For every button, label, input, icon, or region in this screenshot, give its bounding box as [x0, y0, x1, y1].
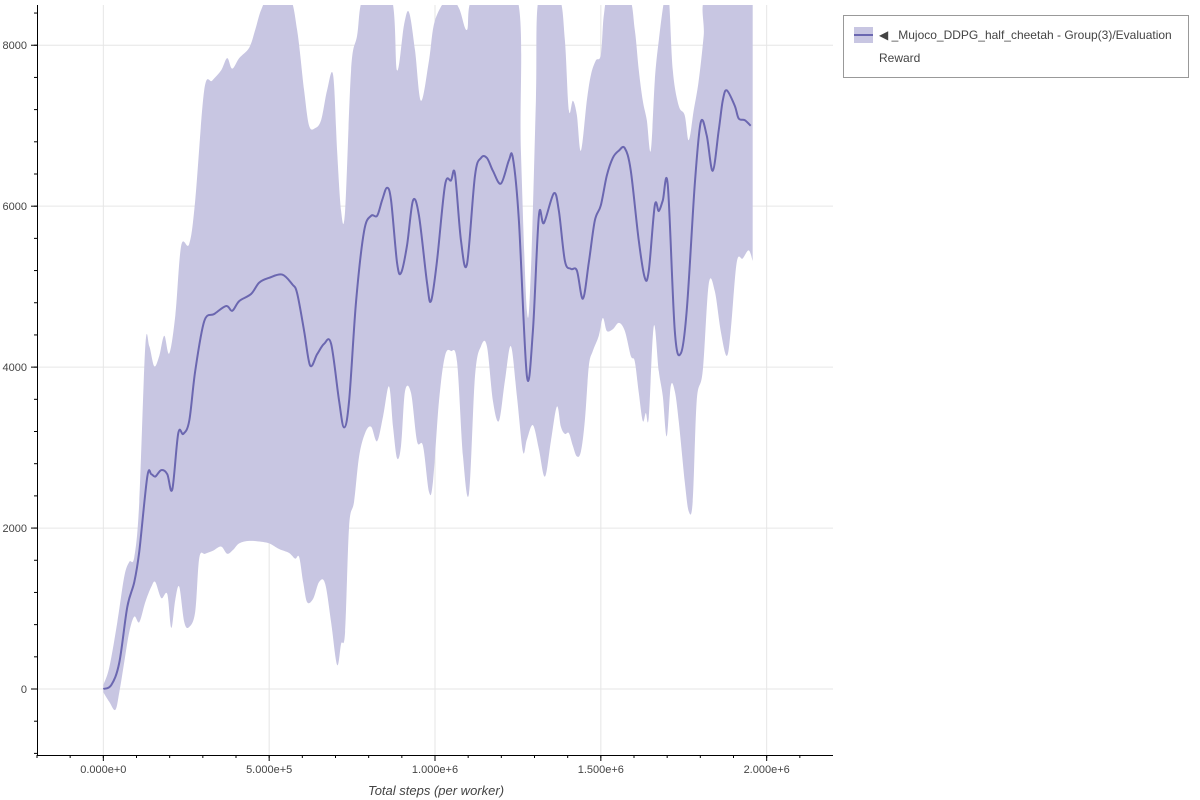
- mean-reward-line: [102, 89, 752, 690]
- y-tick-label: 4000: [3, 362, 27, 374]
- x-tick-label: 1.500e+6: [578, 764, 624, 776]
- legend-label: ◀ _Mujoco_DDPG_half_cheetah - Group(3)/E…: [879, 28, 1172, 42]
- legend-swatch-icon: [854, 27, 873, 43]
- y-tick-label: 2000: [3, 523, 27, 535]
- x-tick-label: 5.000e+5: [246, 764, 292, 776]
- x-axis-title: Total steps (per worker): [368, 783, 504, 798]
- y-tick-label: 8000: [3, 40, 27, 52]
- x-tick-label: 1.000e+6: [412, 764, 458, 776]
- x-tick-label: 0.000e+0: [80, 764, 126, 776]
- legend-label-cont: Reward: [879, 51, 921, 65]
- y-tick-label: 6000: [3, 201, 27, 213]
- x-tick-label: 2.000e+6: [744, 764, 790, 776]
- legend[interactable]: ◀ _Mujoco_DDPG_half_cheetah - Group(3)/E…: [843, 15, 1189, 78]
- ticks: 0.000e+0 5.000e+5 1.000e+6 1.500e+6 2.000e+6…: [3, 12, 801, 776]
- std-band-area: [103, 5, 753, 711]
- y-tick-label: 0: [21, 684, 27, 696]
